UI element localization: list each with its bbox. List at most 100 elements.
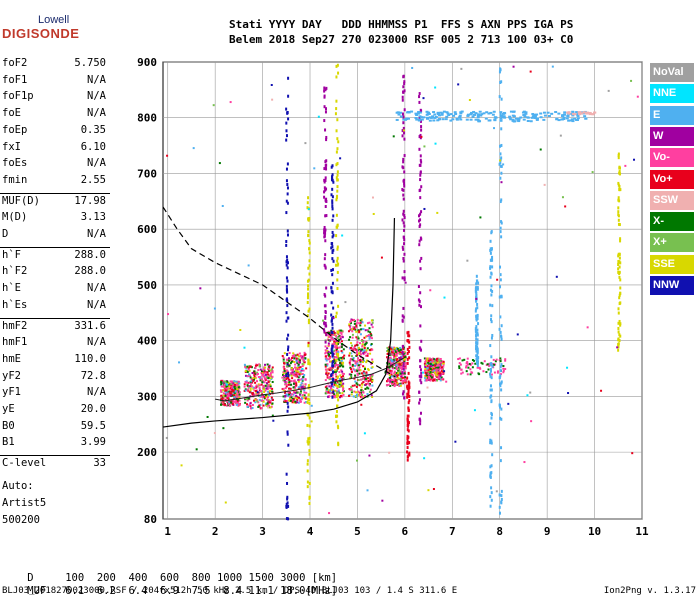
echo-point — [296, 375, 299, 378]
echo-point — [436, 357, 439, 360]
echo-point — [324, 214, 327, 218]
echo-point — [337, 380, 340, 383]
echo-point — [330, 360, 333, 363]
echo-point — [418, 390, 421, 394]
echo-point — [365, 335, 368, 338]
param-value: 3.13 — [80, 211, 106, 224]
param-value: N/A — [87, 228, 106, 240]
echo-point — [306, 397, 309, 401]
echo-point — [470, 111, 474, 114]
echo-point — [498, 95, 501, 99]
echo-point — [252, 387, 255, 390]
echo-point — [617, 267, 620, 271]
echo-point — [323, 257, 326, 261]
echo-point — [353, 322, 356, 325]
echo-point — [293, 357, 296, 360]
echo-point — [393, 370, 396, 373]
echo-point — [324, 110, 327, 114]
y-tick-label: 400 — [137, 335, 157, 348]
echo-point — [227, 402, 230, 405]
echo-point — [291, 354, 294, 357]
echo-point — [325, 372, 328, 375]
echo-point — [400, 368, 403, 371]
echo-point — [393, 372, 396, 375]
echo-point — [402, 221, 405, 225]
echo-point — [250, 378, 253, 381]
echo-point — [225, 388, 228, 391]
echo-point — [340, 356, 343, 359]
echo-point — [349, 363, 352, 366]
echo-point — [255, 386, 258, 389]
echo-point — [334, 343, 337, 346]
echo-point — [267, 381, 270, 384]
echo-point — [338, 341, 341, 344]
echo-point — [288, 393, 291, 396]
echo-point — [500, 417, 503, 421]
echo-point — [499, 369, 502, 373]
echo-point — [325, 333, 328, 337]
echo-point — [410, 110, 414, 113]
echo-point — [490, 336, 493, 340]
echo-point — [489, 465, 492, 469]
echo-point — [264, 363, 267, 366]
echo-point — [295, 395, 298, 398]
echo-point — [365, 350, 368, 353]
echo-point — [438, 368, 441, 371]
echo-point — [478, 366, 481, 369]
echo-point — [425, 113, 429, 116]
echo-point — [296, 370, 299, 373]
echo-point — [227, 387, 230, 390]
echo-point — [255, 389, 258, 392]
echo-point — [226, 380, 229, 383]
echo-point — [341, 372, 344, 375]
param-name: MUF(D) — [2, 194, 40, 207]
echo-point — [500, 198, 503, 202]
echo-point — [399, 372, 402, 375]
echo-point — [252, 399, 255, 402]
echo-point — [220, 403, 223, 406]
echo-point — [267, 379, 270, 382]
echo-point — [431, 364, 434, 367]
echo-point — [416, 112, 420, 115]
echo-point — [370, 337, 373, 340]
echo-point — [566, 366, 569, 369]
echo-point — [419, 173, 422, 177]
echo-point — [575, 113, 579, 116]
echo-point — [361, 391, 364, 394]
echo-point — [499, 384, 502, 388]
echo-point — [420, 256, 423, 260]
echo-point — [325, 387, 328, 390]
echo-point — [489, 369, 492, 373]
echo-point — [436, 376, 439, 379]
echo-point — [387, 350, 390, 353]
echo-point — [282, 379, 285, 382]
echo-point — [428, 376, 431, 379]
echo-point — [256, 391, 259, 394]
echo-point — [282, 356, 285, 359]
echo-point — [617, 154, 620, 158]
echo-point — [308, 401, 311, 405]
echo-point — [384, 371, 387, 374]
echo-point — [425, 375, 428, 378]
echo-point — [307, 208, 310, 211]
echo-point — [350, 342, 353, 345]
echo-point — [419, 154, 422, 158]
echo-point — [418, 95, 421, 99]
param-row: foF1 N/A — [2, 74, 106, 88]
echo-point — [397, 377, 400, 380]
echo-point — [475, 286, 478, 290]
echo-point — [539, 112, 543, 115]
echo-point — [349, 329, 352, 332]
echo-point — [327, 352, 330, 355]
echo-point — [294, 363, 297, 366]
echo-point — [364, 384, 367, 387]
echo-point — [419, 108, 422, 112]
echo-point — [330, 301, 333, 305]
echo-point — [300, 400, 303, 403]
echo-point — [224, 380, 227, 383]
echo-point — [432, 362, 435, 365]
echo-point — [260, 378, 263, 381]
echo-point — [253, 375, 256, 378]
echo-point — [356, 349, 359, 352]
echo-point — [232, 382, 235, 385]
